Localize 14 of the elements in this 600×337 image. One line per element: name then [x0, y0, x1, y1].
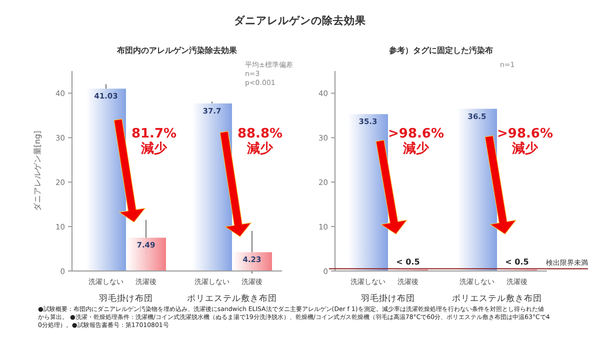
- text: ポリエステル敷き布団: [187, 293, 277, 304]
- text: 羽毛掛け布団: [99, 293, 153, 304]
- chart-title: ダニアレルゲンの除去効果: [234, 14, 367, 27]
- annotation: 88.8% 減少: [237, 126, 283, 157]
- annotation: >98.6% 減少: [388, 126, 444, 157]
- annotation: >98.6% 減少: [497, 126, 553, 157]
- annotation: 81.7% 減少: [131, 126, 177, 157]
- chart-subtitle: 参考）タグに固定した汚染布: [388, 45, 493, 55]
- data-label: < 0.5: [505, 258, 530, 267]
- chart-subtitle: 布団内のアレルゲン汚染除去効果: [116, 46, 238, 55]
- y-axis-title: ダニアレルゲン量[ng]: [33, 130, 42, 212]
- text: 羽毛掛け布団: [361, 293, 415, 304]
- data-label: < 0.5: [396, 258, 420, 267]
- text: ポリエステル敷き布団: [452, 293, 542, 304]
